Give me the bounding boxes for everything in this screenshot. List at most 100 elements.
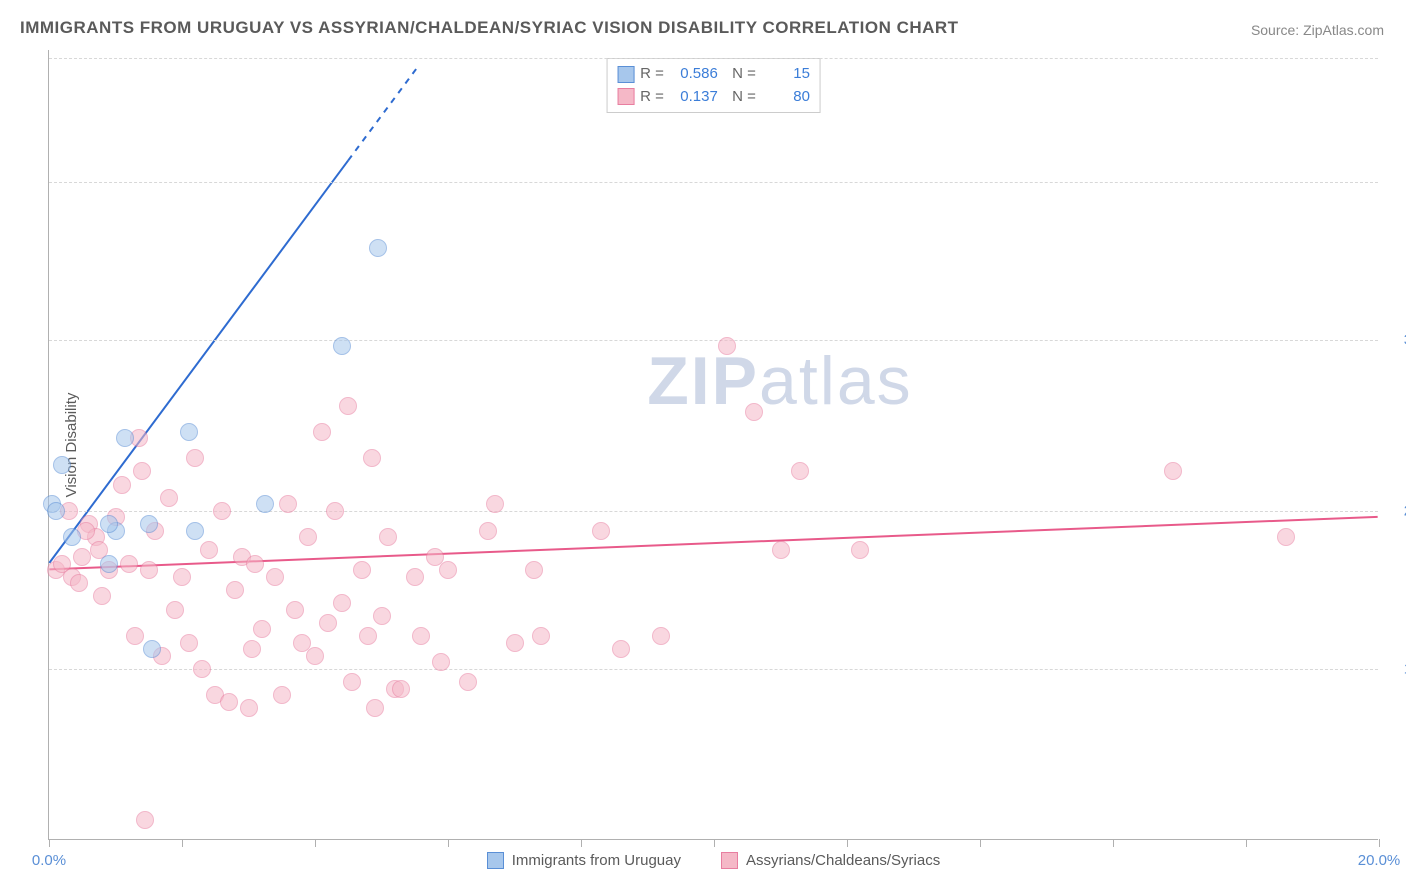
source-attribution: Source: ZipAtlas.com (1251, 22, 1384, 38)
y-tick-label: 3.8% (1388, 331, 1406, 348)
data-point (143, 640, 161, 658)
chart-svg (49, 50, 1378, 839)
r-value-assyrian: 0.137 (670, 86, 718, 109)
gridline-h (49, 340, 1378, 341)
x-tick (448, 839, 449, 847)
data-point (126, 627, 144, 645)
plot-area: Vision Disability ZIPatlas R = 0.586 N =… (48, 50, 1378, 840)
data-point (140, 561, 158, 579)
data-point (246, 555, 264, 573)
data-point (53, 456, 71, 474)
n-value-assyrian: 80 (762, 86, 810, 109)
data-point (140, 515, 158, 533)
data-point (369, 239, 387, 257)
data-point (286, 601, 304, 619)
bottom-legend: Immigrants from Uruguay Assyrians/Chalde… (49, 852, 1378, 869)
data-point (166, 601, 184, 619)
data-point (326, 502, 344, 520)
data-point (525, 561, 543, 579)
data-point (432, 653, 450, 671)
r-label: R = (640, 63, 664, 86)
gridline-h (49, 669, 1378, 670)
x-tick (315, 839, 316, 847)
n-value-uruguay: 15 (762, 63, 810, 86)
data-point (333, 337, 351, 355)
data-point (279, 495, 297, 513)
data-point (70, 574, 88, 592)
data-point (113, 476, 131, 494)
data-point (459, 673, 477, 691)
watermark-light: atlas (759, 343, 913, 419)
data-point (745, 403, 763, 421)
x-tick (182, 839, 183, 847)
n-label: N = (724, 63, 756, 86)
x-tick (1246, 839, 1247, 847)
data-point (226, 581, 244, 599)
x-tick-label: 20.0% (1358, 852, 1401, 869)
data-point (851, 541, 869, 559)
data-point (343, 673, 361, 691)
data-point (406, 568, 424, 586)
legend-swatch-assyrian (721, 852, 738, 869)
gridline-h (49, 511, 1378, 512)
data-point (479, 522, 497, 540)
data-point (772, 541, 790, 559)
data-point (47, 502, 65, 520)
data-point (180, 423, 198, 441)
data-point (353, 561, 371, 579)
data-point (392, 680, 410, 698)
legend-item-assyrian: Assyrians/Chaldeans/Syriacs (721, 852, 940, 869)
data-point (532, 627, 550, 645)
x-tick-label: 0.0% (32, 852, 66, 869)
data-point (486, 495, 504, 513)
r-value-uruguay: 0.586 (670, 63, 718, 86)
data-point (363, 449, 381, 467)
data-point (612, 640, 630, 658)
x-tick (1113, 839, 1114, 847)
x-tick (1379, 839, 1380, 847)
data-point (120, 555, 138, 573)
swatch-assyrian (617, 88, 634, 105)
watermark: ZIPatlas (647, 342, 912, 420)
data-point (592, 522, 610, 540)
stats-row-uruguay: R = 0.586 N = 15 (617, 63, 810, 86)
data-point (313, 423, 331, 441)
data-point (200, 541, 218, 559)
data-point (266, 568, 284, 586)
gridline-h (49, 58, 1378, 59)
data-point (299, 528, 317, 546)
y-tick-label: 2.5% (1388, 502, 1406, 519)
data-point (73, 548, 91, 566)
data-point (506, 634, 524, 652)
data-point (186, 449, 204, 467)
data-point (718, 337, 736, 355)
data-point (1164, 462, 1182, 480)
legend-label-assyrian: Assyrians/Chaldeans/Syriacs (746, 852, 940, 869)
data-point (273, 686, 291, 704)
data-point (256, 495, 274, 513)
data-point (791, 462, 809, 480)
x-tick (49, 839, 50, 847)
data-point (1277, 528, 1295, 546)
data-point (220, 693, 238, 711)
data-point (173, 568, 191, 586)
watermark-bold: ZIP (647, 343, 759, 419)
legend-item-uruguay: Immigrants from Uruguay (487, 852, 681, 869)
data-point (100, 555, 118, 573)
legend-label-uruguay: Immigrants from Uruguay (512, 852, 681, 869)
data-point (240, 699, 258, 717)
data-point (253, 620, 271, 638)
legend-swatch-uruguay (487, 852, 504, 869)
stats-row-assyrian: R = 0.137 N = 80 (617, 86, 810, 109)
x-tick (980, 839, 981, 847)
data-point (439, 561, 457, 579)
data-point (333, 594, 351, 612)
data-point (93, 587, 111, 605)
x-tick (847, 839, 848, 847)
x-tick (581, 839, 582, 847)
data-point (100, 515, 118, 533)
data-point (339, 397, 357, 415)
data-point (213, 502, 231, 520)
data-point (243, 640, 261, 658)
data-point (63, 528, 81, 546)
